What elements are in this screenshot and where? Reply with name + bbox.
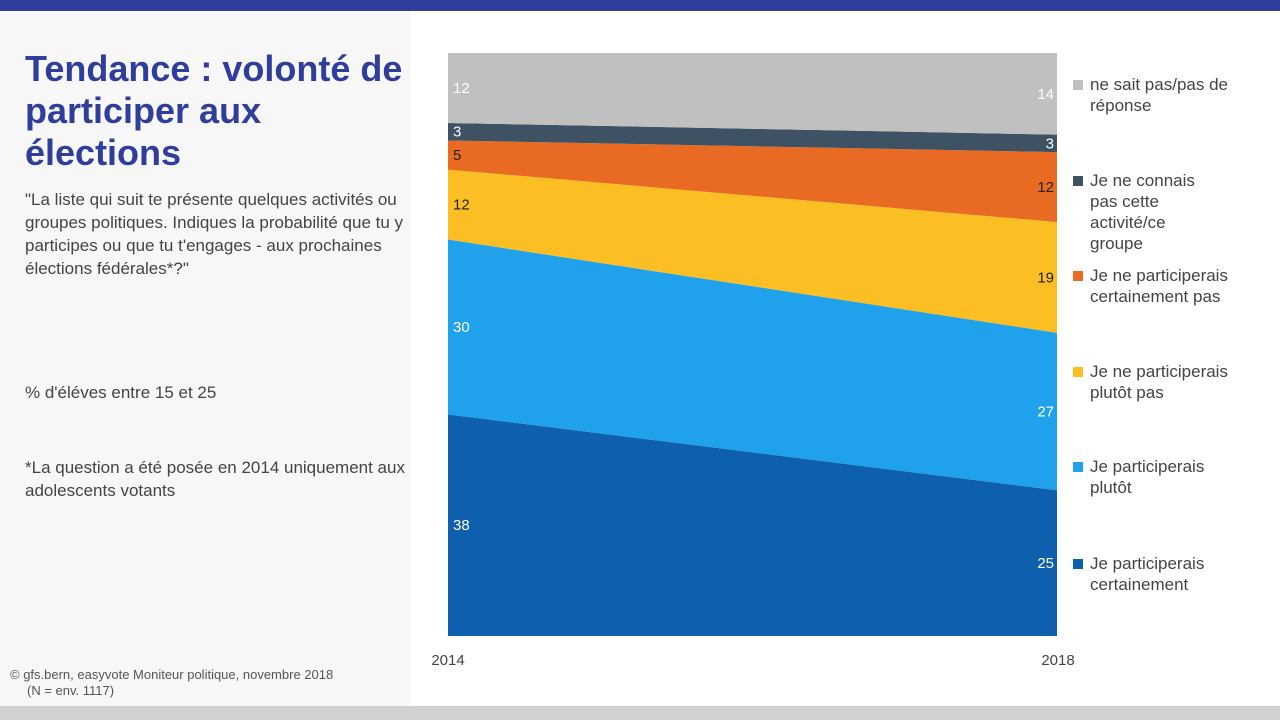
data-label-2014: 12: [453, 197, 470, 214]
legend-swatch: [1073, 462, 1083, 472]
source-note: © gfs.bern, easyvote Moniteur politique,…: [10, 667, 333, 699]
data-label-2014: 30: [453, 319, 470, 336]
bottom-bar: [0, 706, 1280, 720]
legend-label: Je ne connais pas cette activité/ce grou…: [1090, 171, 1195, 253]
question-text: "La liste qui suit te présente quelques …: [25, 190, 404, 278]
x-tick-label: 2014: [431, 652, 464, 669]
data-label-2018: 3: [1046, 135, 1054, 152]
x-tick-label: 2018: [1041, 652, 1074, 669]
area-band: [448, 122, 1057, 153]
legend-item: Je ne participerais plutôt pas: [1073, 361, 1233, 403]
sample-size: (N = env. 1117): [27, 683, 115, 698]
legend-label: Je participerais certainement: [1090, 554, 1205, 594]
legend-item: Je participerais plutôt: [1073, 456, 1233, 498]
legend-swatch: [1073, 80, 1083, 90]
legend-swatch: [1073, 367, 1083, 377]
legend-item: Je ne participerais certainement pas: [1073, 265, 1233, 307]
top-bar: [0, 0, 1280, 11]
data-label-2018: 14: [1037, 86, 1054, 103]
legend-swatch: [1073, 559, 1083, 569]
area-band: [448, 414, 1057, 636]
data-label-2018: 19: [1037, 269, 1054, 286]
unit-text: % d'éléves entre 15 et 25: [25, 383, 217, 402]
page-title: Tendance : volonté de participer aux éle…: [25, 48, 403, 173]
legend-label: ne sait pas/pas de réponse: [1090, 75, 1228, 115]
legend-swatch: [1073, 271, 1083, 281]
source-line: © gfs.bern, easyvote Moniteur politique,…: [10, 667, 334, 682]
data-label-2018: 12: [1037, 179, 1054, 196]
footnote: *La question a été posée en 2014 uniquem…: [25, 458, 405, 500]
left-panel: [0, 11, 410, 706]
data-label-2014: 3: [453, 124, 461, 141]
legend-item: Je ne connais pas cette activité/ce grou…: [1073, 170, 1223, 254]
legend-label: Je ne participerais plutôt pas: [1090, 362, 1228, 402]
area-band: [448, 53, 1057, 135]
data-label-2014: 5: [453, 147, 461, 164]
data-label-2014: 38: [453, 517, 470, 534]
legend-label: Je participerais plutôt: [1090, 457, 1205, 497]
legend-item: Je participerais certainement: [1073, 553, 1233, 595]
area-band: [448, 169, 1057, 333]
data-label-2018: 25: [1037, 555, 1054, 572]
legend-swatch: [1073, 176, 1083, 186]
legend-item: ne sait pas/pas de réponse: [1073, 74, 1238, 116]
legend-label: Je ne participerais certainement pas: [1090, 266, 1228, 306]
data-label-2014: 12: [453, 80, 470, 97]
area-band: [448, 239, 1057, 491]
area-band: [448, 140, 1057, 223]
data-label-2018: 27: [1037, 404, 1054, 421]
